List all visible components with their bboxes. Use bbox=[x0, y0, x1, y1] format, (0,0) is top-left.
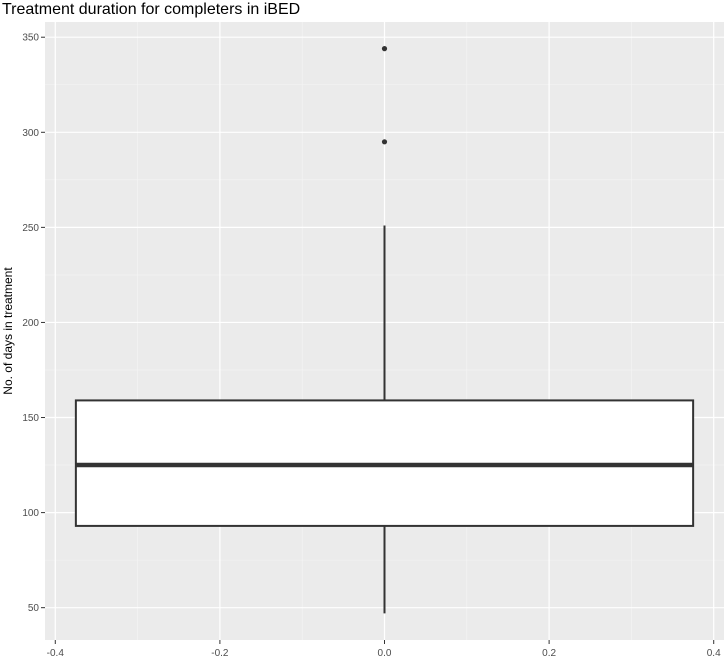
y-axis-label: No. of days in treatment bbox=[1, 267, 15, 395]
y-axis-ticks: 50 100 150 200 250 300 350 bbox=[22, 33, 45, 614]
y-tick-label: 150 bbox=[22, 413, 39, 424]
y-tick-label: 250 bbox=[22, 223, 39, 234]
y-tick-label: 350 bbox=[22, 33, 39, 44]
outlier-point bbox=[381, 139, 388, 145]
x-tick-label: -0.4 bbox=[47, 648, 65, 659]
x-tick-label: 0.0 bbox=[378, 648, 392, 659]
chart-title: Treatment duration for completers in iBE… bbox=[2, 1, 300, 18]
outlier-point bbox=[381, 46, 388, 52]
x-tick-label: -0.2 bbox=[211, 648, 229, 659]
box-plot bbox=[74, 46, 695, 614]
y-tick-label: 50 bbox=[28, 603, 40, 614]
gridlines bbox=[45, 22, 724, 640]
x-tick-label: 0.4 bbox=[707, 648, 721, 659]
y-tick-label: 300 bbox=[22, 128, 39, 139]
x-axis-ticks: -0.4 -0.2 0.0 0.2 0.4 bbox=[47, 640, 721, 659]
y-tick-label: 200 bbox=[22, 318, 39, 329]
y-tick-label: 100 bbox=[22, 508, 39, 519]
x-tick-label: 0.2 bbox=[542, 648, 556, 659]
